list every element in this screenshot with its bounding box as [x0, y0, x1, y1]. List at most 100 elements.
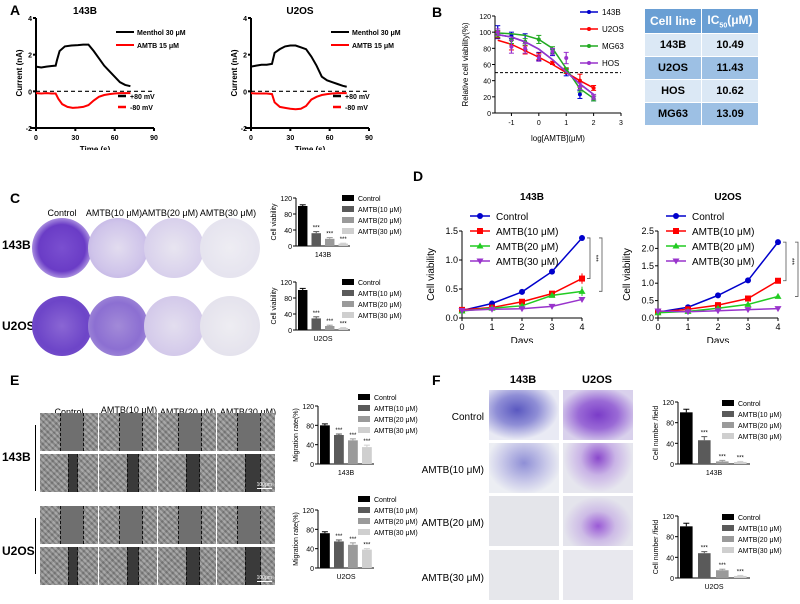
significance-label: *** — [719, 563, 727, 569]
y-axis-label: Cell viability — [271, 287, 278, 324]
bar-3 — [362, 447, 372, 464]
legend-swatch — [342, 217, 354, 223]
wound-gap — [237, 506, 261, 544]
y-tick-label: 4 — [28, 16, 32, 23]
bar-3 — [338, 243, 348, 246]
wound-gap — [60, 413, 84, 451]
ic50-value: 11.43 — [701, 56, 759, 80]
marker — [458, 307, 466, 314]
data-point — [523, 46, 528, 51]
x-tick-label: 90 — [150, 135, 158, 142]
x-tick-label: 30 — [71, 135, 79, 142]
table-header-cell-line: Cell line — [644, 8, 702, 34]
colony-dish-143b-10 — [88, 218, 148, 278]
y-tick-label: 80 — [666, 535, 674, 542]
legend-label: -80 mV — [345, 105, 368, 112]
y-axis-label: Cell viability — [271, 203, 278, 240]
e-col-20: AMTB(20 μM) — [159, 407, 217, 417]
marker — [518, 306, 526, 313]
x-tick-label: 3 — [619, 120, 623, 127]
legend-label: AMTB 15 μM — [352, 43, 394, 50]
y-axis-label: Cell number /field — [653, 520, 660, 575]
colony-dish-143b-control — [32, 218, 92, 278]
bar-2 — [325, 326, 335, 330]
y-axis-label: Current (nA) — [230, 49, 239, 96]
data-point — [495, 30, 500, 35]
legend-swatch — [342, 228, 354, 234]
significance-label: *** — [363, 439, 371, 445]
x-axis-label: Time (s) — [295, 145, 326, 150]
y-tick-label: 80 — [306, 423, 314, 430]
y-tick-label: 120 — [479, 14, 491, 21]
legend-swatch — [722, 433, 734, 439]
y-tick-label: 40 — [306, 547, 314, 554]
marker — [477, 228, 483, 234]
data-point — [564, 56, 569, 61]
y-tick-label: 40 — [284, 228, 292, 235]
wound-gap — [119, 506, 143, 544]
x-tick-label: 90 — [365, 135, 373, 142]
bar-0 — [680, 526, 693, 578]
wound-gap — [68, 547, 78, 585]
y-tick-label: -2 — [241, 126, 247, 133]
legend-label: +80 mV — [345, 94, 370, 101]
x-tick-label: 1 — [685, 322, 690, 332]
trace-plus80 — [250, 44, 347, 88]
cell-line: U2OS — [644, 56, 702, 80]
y-tick-label: 20 — [483, 95, 491, 102]
wound-gap — [237, 413, 261, 451]
legend-swatch — [342, 312, 354, 318]
y-tick-label: 40 — [666, 441, 674, 448]
chart-title: U2OS — [714, 192, 742, 203]
y-tick-label: 80 — [284, 212, 292, 219]
wound-image-u2os-30-0h — [217, 506, 275, 544]
wound-gap — [245, 454, 261, 492]
y-axis-label: Current (nA) — [15, 49, 24, 96]
marker — [477, 213, 483, 219]
y-axis-label: Cell viability — [426, 248, 437, 301]
y-tick-label: 80 — [306, 527, 314, 534]
legend-label: Control — [358, 196, 381, 203]
y-tick-label: 2 — [243, 53, 247, 60]
colony-dish-143b-30 — [200, 218, 260, 278]
c-col-30: AMTB(30 μM) — [199, 208, 257, 218]
y-tick-label: 0 — [28, 89, 32, 96]
y-tick-label: 120 — [662, 514, 674, 521]
significance-label: *** — [313, 311, 321, 317]
marker — [578, 287, 586, 294]
significance-label: *** — [701, 546, 709, 552]
x-tick-label: 1 — [489, 322, 494, 332]
table-header-ic50: IC50(μM) — [701, 8, 759, 34]
wound-image-143b-20-24h — [158, 454, 216, 492]
x-axis-label: Days — [511, 336, 534, 343]
wound-image-u2os-30-24h: 100μm — [217, 547, 275, 585]
legend-label: AMTB(20 μM) — [692, 242, 754, 253]
legend-label: AMTB(20 μM) — [358, 302, 402, 309]
chart-title: 143B — [73, 6, 97, 17]
legend-label: MG63 — [602, 42, 624, 51]
legend-label: AMTB(30 μM) — [358, 313, 402, 320]
x-tick-label: 0 — [249, 135, 253, 142]
legend-label: Menthol 30 μM — [137, 30, 186, 37]
wound-gap — [127, 547, 139, 585]
colony-dish-u2os-30 — [200, 296, 260, 356]
wound-image-u2os-10-24h — [99, 547, 157, 585]
significance-label: *** — [335, 428, 343, 434]
legend-label: AMTB(10 μM) — [358, 291, 402, 298]
data-point — [550, 60, 555, 65]
colony-dish-143b-20 — [144, 218, 204, 278]
legend-label: AMTB(10 μM) — [738, 526, 782, 533]
legend-swatch — [358, 529, 370, 535]
x-tick-label: 1 — [564, 120, 568, 127]
marker — [476, 258, 484, 265]
significance-label: *** — [737, 455, 745, 461]
x-tick-label: 0 — [34, 135, 38, 142]
legend-label: AMTB(10 μM) — [692, 227, 754, 238]
chart-title: U2OS — [286, 6, 314, 17]
bar-0 — [320, 533, 330, 568]
data-point — [536, 37, 541, 42]
